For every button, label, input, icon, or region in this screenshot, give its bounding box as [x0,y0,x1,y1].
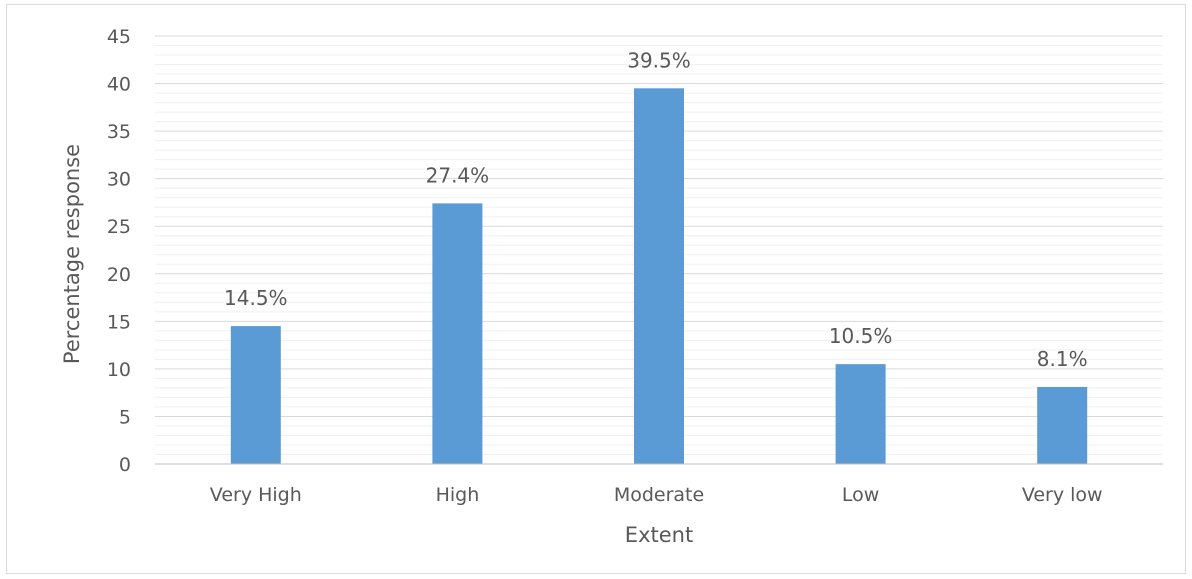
y-tick-label: 15 [107,311,131,333]
x-axis-title: Extent [625,523,693,547]
y-tick-label: 20 [107,264,131,286]
data-label: 10.5% [829,324,893,348]
y-tick-label: 40 [107,74,131,96]
x-tick-label: Very High [210,484,302,506]
x-tick-label: Very low [1022,484,1103,506]
x-axis-categories: Very High High Moderate Low Very low [210,484,1103,506]
y-tick-label: 0 [119,454,131,476]
y-axis-title: Percentage response [60,144,84,364]
y-axis-ticks: 0 5 10 15 20 25 30 35 40 45 [107,26,131,476]
bar [1037,386,1088,464]
bar [230,326,281,464]
bar [432,203,483,464]
data-labels: 14.5% 27.4% 39.5% 10.5% 8.1% [224,48,1088,371]
data-label: 39.5% [627,48,691,72]
y-tick-label: 10 [107,359,131,381]
data-label: 27.4% [426,163,490,187]
bars [230,88,1088,465]
y-tick-label: 30 [107,169,131,191]
data-label: 14.5% [224,286,288,310]
x-tick-label: Moderate [614,484,704,506]
y-tick-label: 35 [107,121,131,143]
data-label: 8.1% [1037,347,1088,371]
chart-frame [6,4,1186,574]
bar [835,364,886,464]
y-tick-label: 45 [107,26,131,48]
x-tick-label: High [436,484,480,506]
y-tick-label: 25 [107,216,131,238]
x-tick-label: Low [842,484,879,506]
bar [634,88,684,465]
y-tick-label: 5 [119,406,131,428]
